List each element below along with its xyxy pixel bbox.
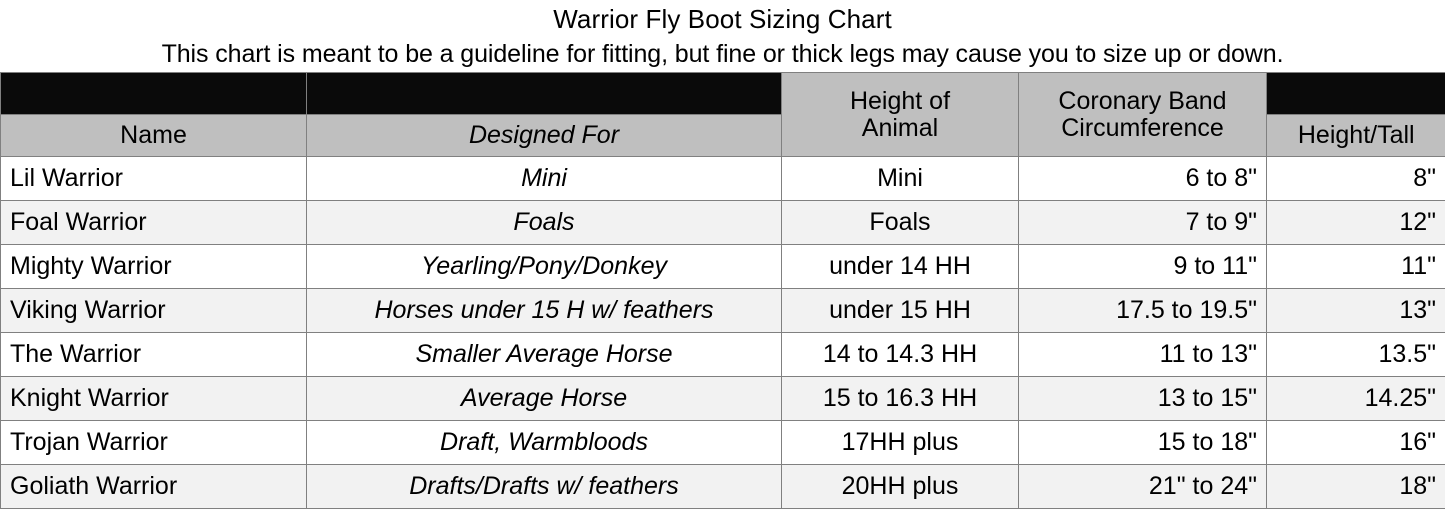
coronary-band-line1: Coronary Band	[1058, 87, 1227, 116]
table-row: Foal Warrior Foals Foals 7 to 9" 12"	[0, 200, 1445, 245]
cell-coronary-band: 7 to 9"	[1018, 200, 1267, 245]
cell-name: Lil Warrior	[0, 156, 307, 201]
cell-height-of-animal: 17HH plus	[781, 420, 1019, 465]
cell-height-of-animal: 15 to 16.3 HH	[781, 376, 1019, 421]
coronary-band-line2: Circumference	[1061, 113, 1224, 142]
page-title: Warrior Fly Boot Sizing Chart	[553, 4, 892, 34]
cell-height-of-animal: 14 to 14.3 HH	[781, 332, 1019, 377]
table-row: The Warrior Smaller Average Horse 14 to …	[0, 332, 1445, 377]
header-blank-name-cell	[0, 72, 307, 115]
cell-coronary-band: 13 to 15"	[1018, 376, 1267, 421]
cell-height-of-animal: Foals	[781, 200, 1019, 245]
cell-name: Goliath Warrior	[0, 464, 307, 509]
column-header-height-tall: Height/Tall	[1266, 114, 1445, 157]
cell-height-tall: 12"	[1266, 200, 1445, 245]
header-blank-designed-for-cell	[306, 72, 782, 115]
column-header-height-of-animal: Height of Animal	[781, 72, 1019, 157]
cell-height-of-animal: under 14 HH	[781, 244, 1019, 289]
cell-name: Foal Warrior	[0, 200, 307, 245]
column-header-name: Name	[0, 114, 307, 157]
table-row: Mighty Warrior Yearling/Pony/Donkey unde…	[0, 244, 1445, 289]
cell-coronary-band: 15 to 18"	[1018, 420, 1267, 465]
cell-coronary-band: 11 to 13"	[1018, 332, 1267, 377]
table-row: Trojan Warrior Draft, Warmbloods 17HH pl…	[0, 420, 1445, 465]
cell-designed-for: Mini	[306, 156, 782, 201]
cell-height-tall: 13"	[1266, 288, 1445, 333]
column-header-designed-for: Designed For	[306, 114, 782, 157]
cell-name: The Warrior	[0, 332, 307, 377]
cell-designed-for: Average Horse	[306, 376, 782, 421]
cell-name: Knight Warrior	[0, 376, 307, 421]
cell-height-of-animal: Mini	[781, 156, 1019, 201]
cell-coronary-band: 17.5 to 19.5"	[1018, 288, 1267, 333]
cell-designed-for: Drafts/Drafts w/ feathers	[306, 464, 782, 509]
height-of-animal-line2: Animal	[861, 113, 939, 142]
table-row: Viking Warrior Horses under 15 H w/ feat…	[0, 288, 1445, 333]
cell-name: Viking Warrior	[0, 288, 307, 333]
cell-name: Trojan Warrior	[0, 420, 307, 465]
title-block: Warrior Fly Boot Sizing Chart This chart…	[0, 0, 1445, 72]
cell-height-of-animal: 20HH plus	[781, 464, 1019, 509]
header-blank-height-tall-cell	[1266, 72, 1445, 115]
table-row: Lil Warrior Mini Mini 6 to 8" 8"	[0, 156, 1445, 201]
height-of-animal-line1: Height of	[849, 87, 951, 116]
cell-height-of-animal: under 15 HH	[781, 288, 1019, 333]
cell-height-tall: 13.5"	[1266, 332, 1445, 377]
sizing-table: Height of Animal Coronary Band Circumfer…	[0, 72, 1445, 509]
cell-height-tall: 11"	[1266, 244, 1445, 289]
table-header-row-top: Height of Animal Coronary Band Circumfer…	[0, 72, 1445, 157]
cell-designed-for: Draft, Warmbloods	[306, 420, 782, 465]
cell-coronary-band: 21" to 24"	[1018, 464, 1267, 509]
table-row: Knight Warrior Average Horse 15 to 16.3 …	[0, 376, 1445, 421]
table-header-row-bottom: Name Designed For Height/Tall	[0, 114, 1445, 157]
cell-height-tall: 8"	[1266, 156, 1445, 201]
cell-designed-for: Smaller Average Horse	[306, 332, 782, 377]
cell-coronary-band: 6 to 8"	[1018, 156, 1267, 201]
table-row: Goliath Warrior Drafts/Drafts w/ feather…	[0, 464, 1445, 509]
cell-coronary-band: 9 to 11"	[1018, 244, 1267, 289]
cell-height-tall: 14.25"	[1266, 376, 1445, 421]
table-body: Lil Warrior Mini Mini 6 to 8" 8" Foal Wa…	[0, 156, 1445, 509]
cell-designed-for: Horses under 15 H w/ feathers	[306, 288, 782, 333]
cell-name: Mighty Warrior	[0, 244, 307, 289]
column-header-coronary-band-circumference: Coronary Band Circumference	[1018, 72, 1267, 157]
cell-height-tall: 16"	[1266, 420, 1445, 465]
page-subtitle: This chart is meant to be a guideline fo…	[161, 40, 1284, 68]
cell-designed-for: Yearling/Pony/Donkey	[306, 244, 782, 289]
cell-height-tall: 18"	[1266, 464, 1445, 509]
cell-designed-for: Foals	[306, 200, 782, 245]
table-header: Height of Animal Coronary Band Circumfer…	[0, 72, 1445, 157]
